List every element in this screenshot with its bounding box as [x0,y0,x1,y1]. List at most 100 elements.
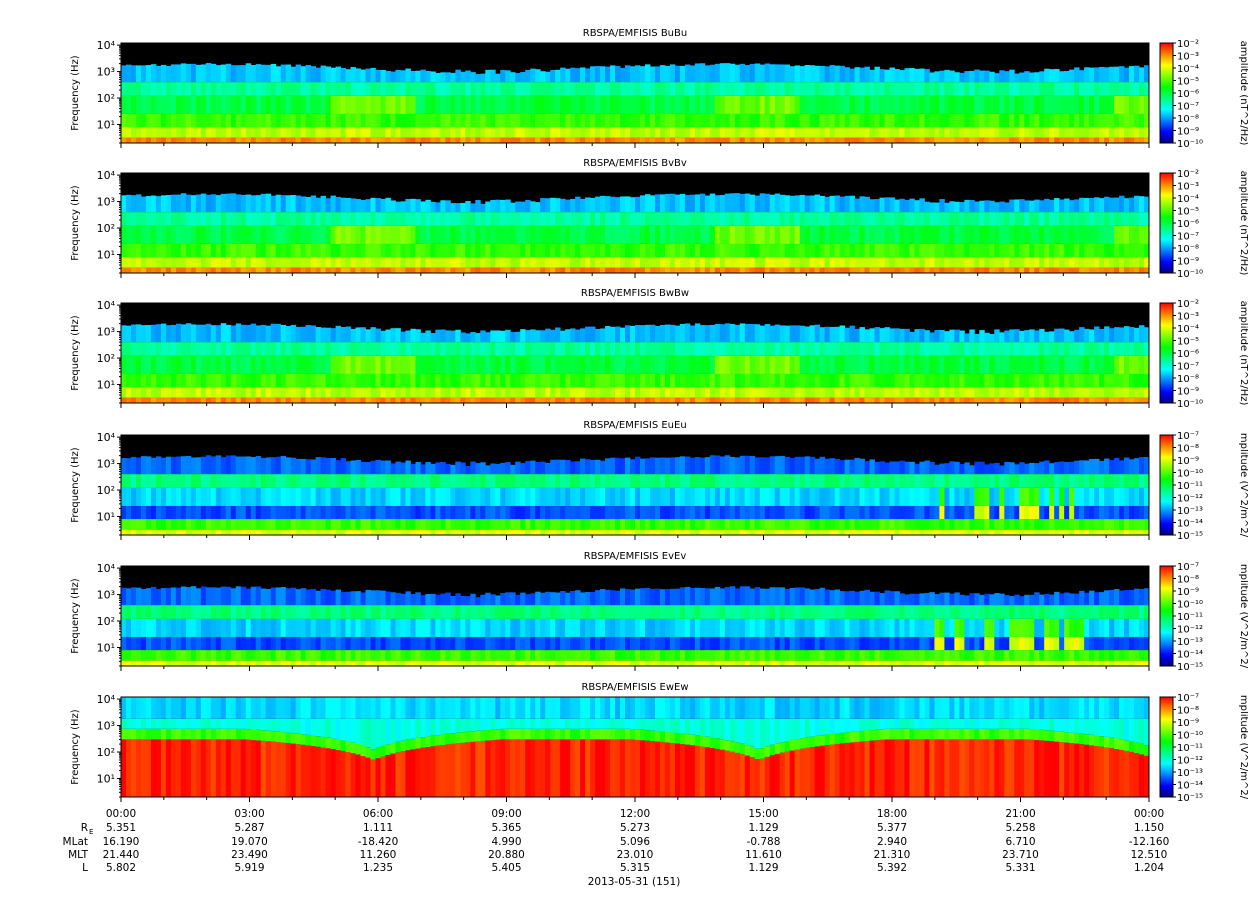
ephemeris-value: 1.129 [748,862,778,874]
colorbar-tick-label: 10⁻⁶ [1177,219,1199,230]
y-tick-label: 10¹ [97,378,115,391]
x-tick-label: 00:00 [1134,808,1164,820]
colorbar-scale [1159,302,1174,404]
colorbar-tick-label: 10⁻¹² [1177,494,1203,505]
colorbar-tick-label: 10⁻¹⁰ [1177,731,1203,742]
colorbar-tick-label: 10⁻² [1177,169,1199,180]
colorbar-scale [1159,565,1174,667]
ephemeris-value: 1.204 [1134,862,1164,874]
colorbar-tick-label: 10⁻⁷ [1177,693,1199,704]
colorbar-tick-label: 10⁻¹³ [1177,768,1203,779]
spectrogram-image [121,435,1150,535]
colorbar-tick-label: 10⁻² [1177,39,1199,50]
colorbar-tick-label: 10⁻⁹ [1177,127,1199,138]
y-tick-label: 10⁴ [97,299,116,312]
colorbar-scale [1159,172,1174,274]
ephemeris-value: 6.710 [1005,836,1035,848]
y-tick-label: 10³ [97,589,115,602]
colorbar-tick-label: 10⁻¹⁰ [1177,469,1203,480]
y-tick-label: 10³ [97,66,115,79]
colorbar-tick-label: 10⁻⁷ [1177,102,1199,113]
panel-title: RBSPA/EMFISIS EuEu [583,420,686,431]
colorbar-label: amplitude (nT^2/Hz) [1238,301,1248,406]
x-tick-label: 09:00 [491,808,521,820]
x-tick-label: 12:00 [620,808,650,820]
spectrogram-panel-5: RBSPA/EMFISIS EvEv 10¹ 10² 10³ 10⁴ Frequency … [70,551,1248,673]
colorbar-tick-label: 10⁻⁵ [1177,77,1199,88]
x-tick-label: 03:00 [234,808,264,820]
colorbar-scale [1159,434,1174,536]
colorbar-tick-label: 10⁻⁷ [1177,431,1199,442]
colorbar-tick-label: 10⁻⁸ [1177,244,1199,255]
colorbar-tick-label: 10⁻¹¹ [1177,743,1203,754]
colorbar-tick-label: 10⁻⁷ [1177,232,1199,243]
colorbar-tick-label: 10⁻¹⁴ [1177,650,1203,661]
colorbar-tick-label: 10⁻¹² [1177,625,1203,636]
colorbar-tick-label: 10⁻¹⁵ [1177,793,1203,804]
ephemeris-value: 1.129 [748,822,778,834]
colorbar-tick-label: 10⁻¹⁵ [1177,662,1203,673]
ephemeris-label: MLat [63,836,88,848]
ephemeris-label: L [82,862,88,874]
colorbar-tick-label: 10⁻⁹ [1177,718,1199,729]
ephemeris-value: 2.940 [877,836,907,848]
colorbar-tick-label: 10⁻⁴ [1177,64,1199,75]
ephemeris-value: 4.990 [491,836,521,848]
ephemeris-value: 23.010 [617,849,654,861]
spectrogram-image [121,303,1150,403]
x-tick-label: 18:00 [877,808,907,820]
spectrogram-panels: RBSPA/EMFISIS BuBu 10¹ 10² 10³ 10⁴ Frequency … [70,28,1248,804]
y-tick-label: 10² [97,222,115,235]
colorbar-tick-label: 10⁻⁴ [1177,194,1199,205]
x-tick-label: 06:00 [363,808,393,820]
y-tick-label: 10³ [97,326,115,339]
y-axis-label: Frequency (Hz) [70,185,81,261]
ephemeris-label: MLT [68,849,88,861]
y-axis-label: Frequency (Hz) [70,315,81,391]
y-axis-label: Frequency (Hz) [70,578,81,654]
colorbar-tick-label: 10⁻⁸ [1177,114,1199,125]
y-tick-label: 10³ [97,720,115,733]
ephemeris-value: 19.070 [231,836,268,848]
colorbar-tick-label: 10⁻¹² [1177,756,1203,767]
colorbar-tick-label: 10⁻¹⁵ [1177,531,1203,542]
spectrogram-panel-2: RBSPA/EMFISIS BvBv 10¹ 10² 10³ 10⁴ Frequency … [70,158,1248,280]
colorbar: 10⁻² 10⁻³10⁻⁴ 10⁻⁵10⁻⁶ 10⁻⁷10⁻⁸ 10⁻⁹10⁻¹⁰ amp… [1159,299,1248,410]
ephemeris-value: 12.510 [1131,849,1168,861]
ephemeris-value: -0.788 [747,836,781,848]
y-tick-label: 10¹ [97,641,115,654]
ephemeris-value: 1.235 [363,862,393,874]
x-tick-label: 21:00 [1005,808,1035,820]
ephemeris-table: R E 5.351 5.287 1.111 5.365 5.273 1.129 5.377 5.2… [63,822,1170,874]
panel-title: RBSPA/EMFISIS BwBw [581,288,689,299]
colorbar-label: mplitude (V^2/m^2/ [1238,564,1248,669]
ephemeris-value: 1.111 [363,822,393,834]
colorbar-tick-label: 10⁻⁸ [1177,444,1199,455]
ephemeris-value: 16.190 [103,836,140,848]
colorbar-scale [1159,42,1174,144]
colorbar-tick-label: 10⁻⁵ [1177,337,1199,348]
colorbar-tick-label: 10⁻⁶ [1177,349,1199,360]
ephemeris-value: 11.610 [745,849,782,861]
colorbar-scale [1159,696,1174,798]
ephemeris-value: 11.260 [360,849,397,861]
spectrogram-image [121,173,1150,273]
colorbar-tick-label: 10⁻⁷ [1177,362,1199,373]
colorbar-label: mplitude (V^2/m^2/ [1238,695,1248,800]
spectrogram-image [121,697,1150,797]
colorbar-tick-label: 10⁻¹¹ [1177,481,1203,492]
colorbar-tick-label: 10⁻⁵ [1177,207,1199,218]
colorbar-tick-label: 10⁻¹³ [1177,637,1203,648]
y-tick-label: 10¹ [97,118,115,131]
ephemeris-value: 5.096 [620,836,650,848]
colorbar-tick-label: 10⁻⁸ [1177,706,1199,717]
ephemeris-value: 21.310 [874,849,911,861]
colorbar-tick-label: 10⁻² [1177,299,1199,310]
colorbar-tick-label: 10⁻⁹ [1177,257,1199,268]
ephemeris-value: 21.440 [103,849,140,861]
ephemeris-value: -18.420 [358,836,399,848]
time-axis: 00:00 03:00 06:00 09:00 12:00 15:00 18:00 21:00… [106,808,1164,820]
